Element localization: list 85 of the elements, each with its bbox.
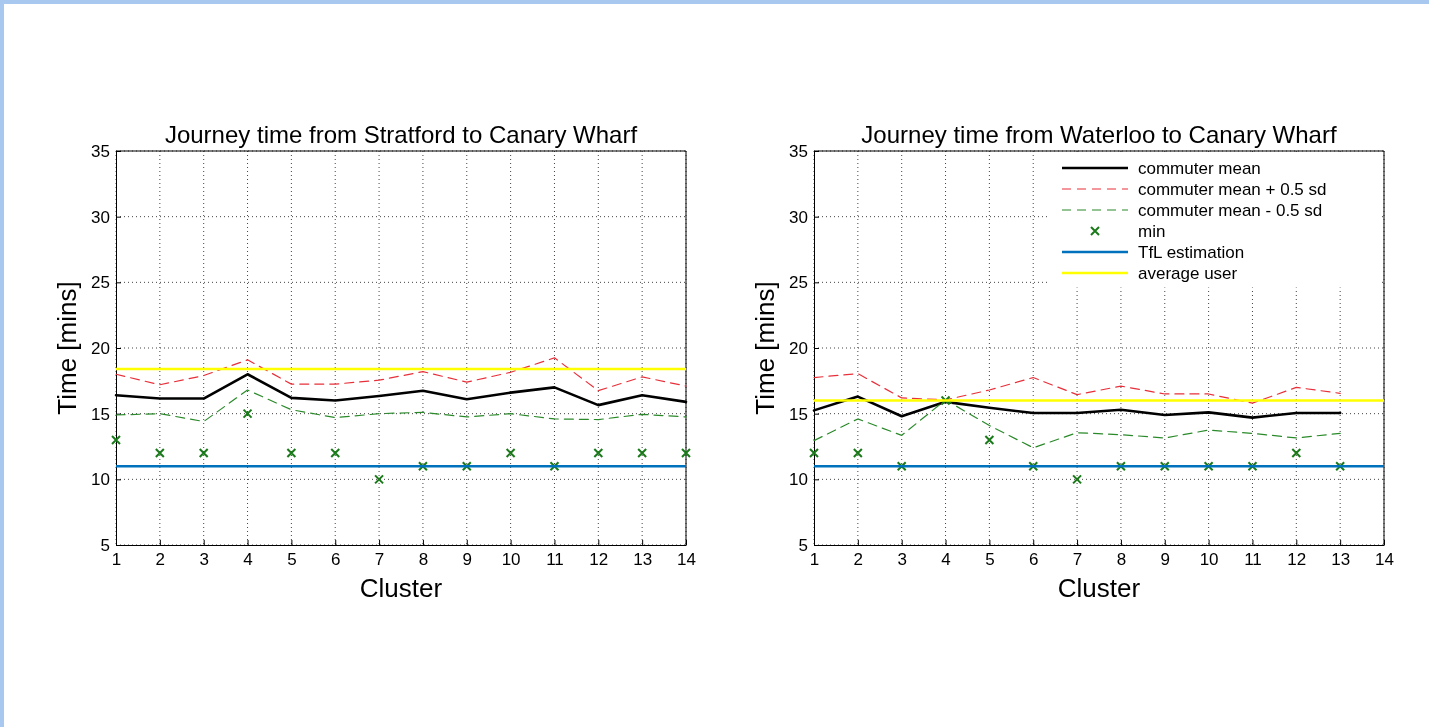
point bbox=[1115, 461, 1126, 472]
x-tick-label: 10 bbox=[501, 550, 521, 570]
x-tick-label: 8 bbox=[1116, 550, 1127, 570]
point bbox=[417, 461, 428, 472]
y-tick-label: 25 bbox=[91, 273, 110, 293]
x-tick-label: 8 bbox=[418, 550, 429, 570]
chart-title: Journey time from Stratford to Canary Wharf bbox=[164, 121, 638, 148]
x-tick-label: 4 bbox=[243, 550, 253, 570]
x-tick-label: 2 bbox=[155, 550, 166, 570]
point bbox=[896, 461, 907, 472]
x-tick-label: 13 bbox=[633, 550, 653, 570]
x-tick-label: 4 bbox=[941, 550, 951, 570]
y-tick-label: 15 bbox=[789, 404, 808, 424]
point bbox=[1159, 461, 1170, 472]
y-tick-label: 35 bbox=[789, 141, 808, 161]
legend-label: commuter mean + 0.5 sd bbox=[1138, 180, 1327, 199]
y-tick-label: 30 bbox=[91, 207, 110, 227]
legend-label: average user bbox=[1138, 264, 1238, 283]
x-tick-label: 7 bbox=[374, 550, 385, 570]
line-series bbox=[813, 373, 1341, 404]
x-tick-label: 5 bbox=[287, 550, 297, 570]
point bbox=[637, 448, 648, 459]
point bbox=[852, 448, 863, 459]
point bbox=[549, 461, 560, 472]
y-tick-label: 5 bbox=[100, 535, 110, 555]
x-tick-label: 6 bbox=[331, 550, 341, 570]
legend-label: commuter mean bbox=[1138, 159, 1261, 178]
y-tick-label: 10 bbox=[789, 470, 808, 490]
chart-title: Journey time from Waterloo to Canary Wharf bbox=[861, 121, 1337, 148]
y-tick-label: 25 bbox=[789, 273, 808, 293]
point bbox=[111, 434, 121, 445]
point bbox=[198, 448, 209, 459]
y-tick-label: 15 bbox=[91, 404, 110, 424]
line-series bbox=[115, 389, 687, 423]
y-tick-label: 30 bbox=[789, 207, 808, 227]
x-tick-label: 6 bbox=[1029, 550, 1039, 570]
y-axis-title: Time [mins] bbox=[750, 281, 780, 415]
point bbox=[330, 448, 341, 459]
point bbox=[154, 448, 165, 459]
x-tick-label: 12 bbox=[1287, 550, 1307, 570]
x-tick-label: 3 bbox=[199, 550, 209, 570]
y-tick-label: 20 bbox=[789, 338, 808, 358]
y-tick-label: 20 bbox=[91, 338, 110, 358]
point bbox=[1247, 461, 1258, 472]
point bbox=[1291, 448, 1302, 459]
point bbox=[984, 434, 995, 445]
point bbox=[1335, 461, 1346, 472]
point bbox=[940, 395, 951, 406]
legend-label: commuter mean - 0.5 sd bbox=[1138, 201, 1323, 220]
x-axis-title: Cluster bbox=[359, 573, 443, 603]
point bbox=[593, 448, 604, 459]
x-tick-label: 10 bbox=[1199, 550, 1219, 570]
line-series bbox=[813, 399, 1341, 449]
x-tick-label: 2 bbox=[853, 550, 864, 570]
x-tick-label: 11 bbox=[546, 550, 564, 570]
x-tick-label: 11 bbox=[1244, 550, 1262, 570]
x-tick-label: 14 bbox=[1375, 550, 1394, 570]
x-tick-label: 5 bbox=[985, 550, 995, 570]
legend-label: TfL estimation bbox=[1138, 243, 1245, 262]
line-series bbox=[115, 357, 687, 392]
y-tick-label: 10 bbox=[91, 470, 110, 490]
point bbox=[1203, 461, 1214, 472]
point bbox=[286, 448, 297, 459]
point bbox=[505, 448, 516, 459]
point bbox=[374, 474, 385, 485]
x-tick-label: 9 bbox=[1160, 550, 1170, 570]
x-tick-label: 13 bbox=[1331, 550, 1351, 570]
point bbox=[242, 408, 253, 419]
y-tick-label: 35 bbox=[91, 141, 110, 161]
x-tick-label: 7 bbox=[1072, 550, 1083, 570]
x-tick-label: 9 bbox=[462, 550, 472, 570]
x-tick-label: 14 bbox=[677, 550, 696, 570]
y-tick-label: 5 bbox=[798, 535, 808, 555]
point bbox=[809, 448, 819, 459]
x-tick-label: 12 bbox=[589, 550, 609, 570]
x-tick-label: 1 bbox=[111, 550, 122, 570]
x-axis-title: Cluster bbox=[1057, 573, 1141, 603]
point bbox=[1072, 474, 1083, 485]
point bbox=[1028, 461, 1039, 472]
point bbox=[681, 448, 691, 459]
x-tick-label: 3 bbox=[897, 550, 907, 570]
x-tick-label: 1 bbox=[809, 550, 820, 570]
y-axis-title: Time [mins] bbox=[52, 281, 82, 415]
legend-label: min bbox=[1138, 222, 1166, 241]
point bbox=[461, 461, 472, 472]
